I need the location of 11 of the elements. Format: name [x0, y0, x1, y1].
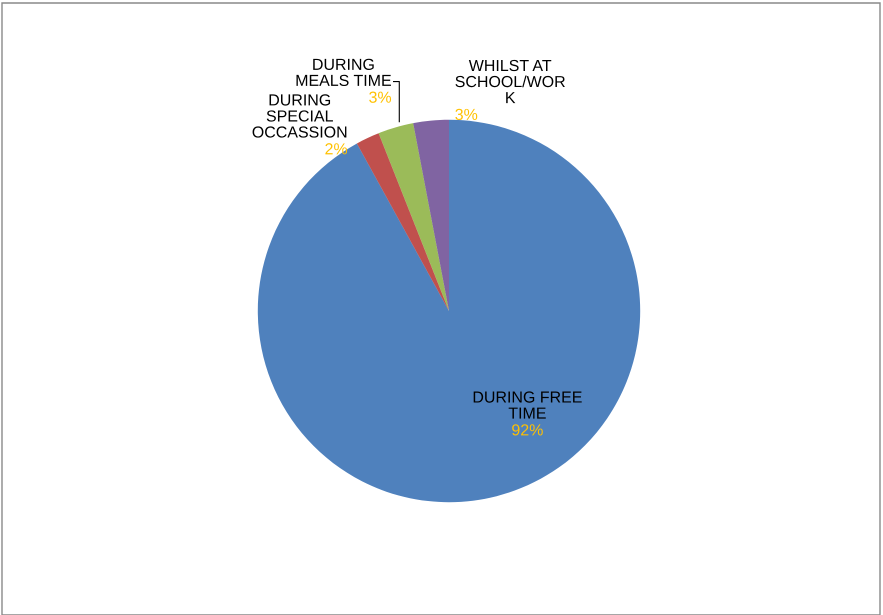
slice-label: DURING FREE TIME [474, 391, 582, 419]
data-label: 2% [325, 143, 348, 154]
pie-slice [378, 123, 449, 311]
data-label: 3% [369, 92, 392, 103]
slice-label: DURING SPECIAL OCCASSION [252, 94, 346, 138]
data-label: 92% [512, 424, 543, 436]
data-label: 3% [455, 108, 478, 120]
pie-slice [356, 133, 449, 311]
slice-label: WHILST AT SCHOOL/WOR K [455, 60, 565, 104]
pie-slice [413, 120, 449, 311]
slice-label: DURING MEALS TIME [296, 58, 391, 86]
